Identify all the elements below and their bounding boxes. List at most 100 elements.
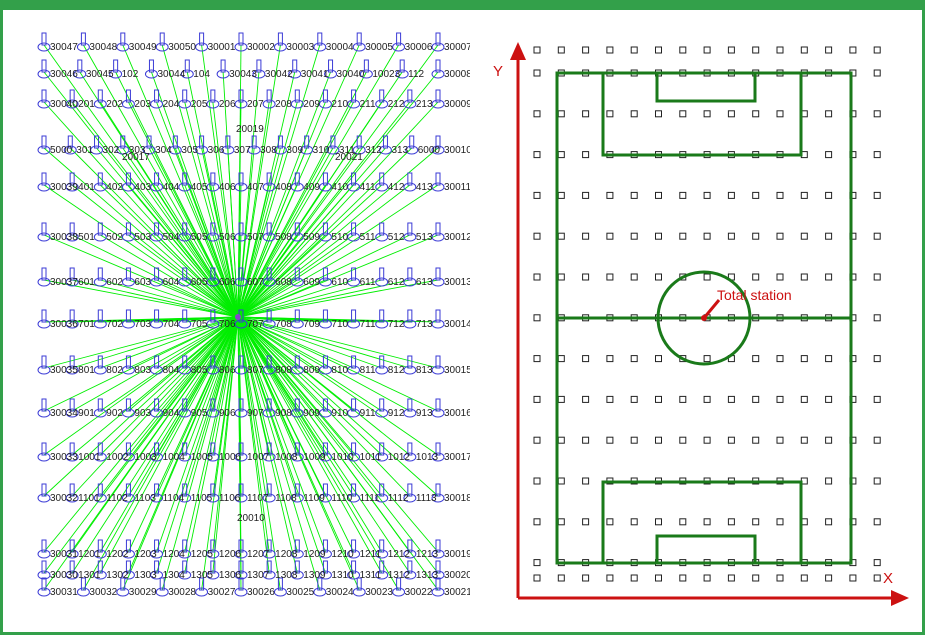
boundary-point [557, 574, 565, 582]
point-label: 1208 [275, 549, 298, 560]
observation-ray [201, 316, 239, 591]
grid-point [727, 191, 735, 199]
point-label: 613 [416, 277, 433, 288]
observation-ray [237, 101, 354, 318]
central-station [235, 314, 241, 320]
station-marker [290, 89, 304, 109]
point-label: 1307 [247, 570, 270, 581]
station-marker [375, 355, 389, 375]
grid-point [825, 477, 833, 485]
point-label: 30047 [50, 42, 78, 53]
station-marker [37, 577, 51, 597]
observation-ray [43, 279, 239, 318]
grid-point [557, 151, 565, 159]
point-label: 408 [275, 182, 292, 193]
point-label: 1304 [163, 570, 186, 581]
station-marker [403, 442, 417, 462]
boundary-point [776, 46, 784, 54]
station-marker [403, 309, 417, 329]
station-marker [403, 222, 417, 242]
station-marker [431, 172, 445, 192]
observation-ray [237, 316, 326, 369]
observation-ray [71, 184, 239, 318]
point-label: 901 [78, 408, 95, 419]
point-label: 1210 [331, 549, 354, 560]
station-marker [288, 59, 302, 79]
boundary-point [582, 574, 590, 582]
observation-ray [237, 316, 270, 497]
observation-ray [237, 184, 411, 318]
station-marker [347, 222, 361, 242]
point-label: 402 [106, 182, 123, 193]
grid-point [582, 151, 590, 159]
station-marker [234, 32, 248, 52]
observation-ray [128, 184, 239, 318]
point-label: 1007 [247, 452, 270, 463]
observation-ray [237, 279, 382, 318]
grid-point [873, 232, 881, 240]
observation-ray [237, 316, 354, 553]
grid-point [679, 110, 687, 118]
observation-ray [156, 234, 239, 318]
point-label: 1101 [78, 493, 100, 504]
point-label: 807 [247, 365, 264, 376]
grid-point [776, 436, 784, 444]
point-label: 702 [106, 319, 123, 330]
point-label: 603 [134, 277, 151, 288]
x-axis-label: X [883, 570, 893, 587]
station-marker [262, 560, 276, 580]
observation-ray [237, 44, 399, 318]
bottom-goal-box [655, 534, 757, 565]
station-marker [93, 560, 107, 580]
point-label: 1303 [134, 570, 157, 581]
point-label: 805 [191, 365, 208, 376]
station-marker [116, 577, 130, 597]
observation-ray [237, 184, 326, 318]
station-marker [234, 560, 248, 580]
grid-point [727, 395, 735, 403]
point-label: 30040 [337, 69, 365, 80]
point-label: 608 [275, 277, 292, 288]
station-marker [318, 442, 332, 462]
station-marker [290, 560, 304, 580]
point-label: 202 [106, 99, 123, 110]
grid-point [533, 191, 541, 199]
observation-ray [43, 316, 239, 369]
observation-ray [237, 316, 298, 553]
point-label: 30030 [50, 570, 78, 581]
station-marker [395, 59, 409, 79]
grid-point [800, 232, 808, 240]
station-marker [313, 577, 327, 597]
point-label: 30007 [444, 42, 470, 53]
observation-ray [212, 234, 239, 318]
station-marker [206, 89, 220, 109]
observation-ray [184, 316, 239, 553]
station-marker [121, 560, 135, 580]
grid-point [825, 395, 833, 403]
point-label: 312 [365, 145, 382, 156]
observation-ray [99, 184, 239, 318]
point-label: 502 [106, 232, 123, 243]
point-label: 909 [303, 408, 320, 419]
point-label: 30049 [129, 42, 157, 53]
station-marker [375, 222, 389, 242]
station-marker [234, 267, 248, 287]
observation-ray [156, 184, 239, 318]
boundary-point [752, 46, 760, 54]
observation-ray [237, 316, 439, 497]
observation-ray [237, 316, 383, 574]
point-label: 30025 [286, 587, 314, 598]
boundary-point [776, 574, 784, 582]
point-label: 1312 [388, 570, 411, 581]
observation-ray [43, 234, 239, 318]
boundary-point [606, 46, 614, 54]
observation-ray [237, 234, 270, 318]
station-marker [150, 222, 164, 242]
station-marker [375, 172, 389, 192]
point-label: 802 [106, 365, 123, 376]
point-label: 612 [388, 277, 405, 288]
observation-ray [184, 101, 239, 318]
station-marker [206, 539, 220, 559]
point-label: 5000 [50, 145, 73, 156]
point-label: 30031 [50, 587, 78, 598]
